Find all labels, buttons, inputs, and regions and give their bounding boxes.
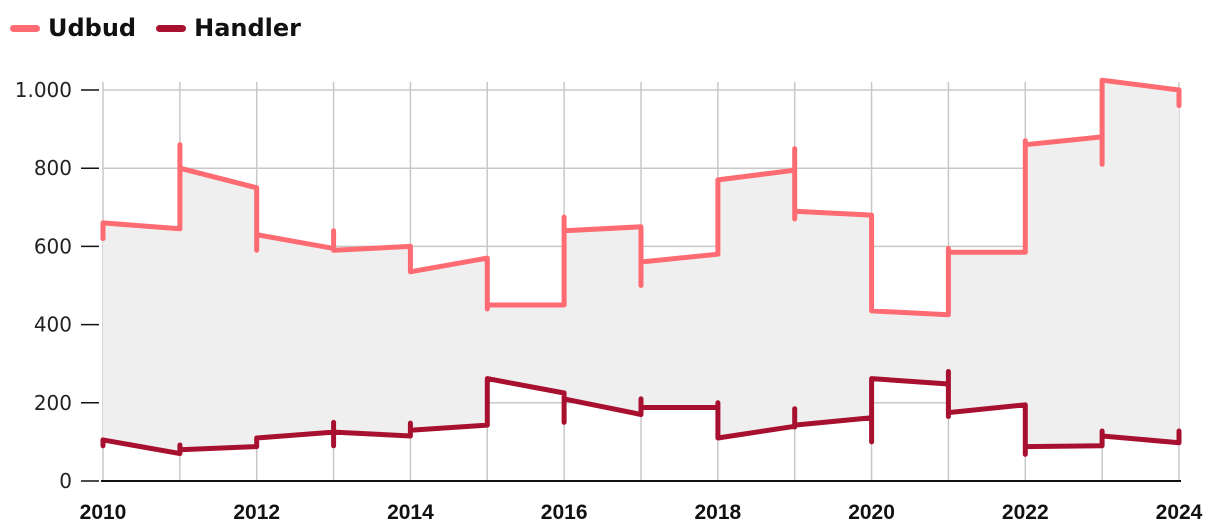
x-tick-label-2014: 2014: [387, 501, 434, 524]
x-tick-label-2010: 2010: [80, 501, 127, 524]
legend: Udbud Handler: [10, 14, 301, 42]
legend-label-handler: Handler: [194, 14, 302, 42]
legend-item-udbud: Udbud: [10, 14, 136, 42]
legend-item-handler: Handler: [156, 14, 301, 42]
x-tick-label-2016: 2016: [541, 501, 588, 524]
legend-swatch-handler: [156, 24, 187, 32]
x-tick-label-2018: 2018: [694, 501, 741, 524]
y-tick-label-1000: 1.000: [15, 78, 72, 102]
y-axis-ticks: 0 200 400 600 800 1.000: [15, 78, 99, 493]
y-tick-label-200: 200: [34, 391, 72, 415]
x-tick-label-2020: 2020: [848, 501, 895, 524]
y-tick-label-600: 600: [34, 234, 72, 258]
series-lines: [100, 77, 1182, 457]
x-axis-ticks: 2010 2012 2014 2016 2018 2020 2022 2024: [80, 501, 1203, 524]
legend-swatch-udbud: [10, 24, 40, 32]
y-tick-label-0: 0: [59, 469, 72, 493]
x-tick-label-2022: 2022: [1002, 501, 1049, 524]
x-tick-label-2024: 2024: [1156, 501, 1203, 524]
x-tick-label-2012: 2012: [233, 501, 280, 524]
y-tick-label-800: 800: [34, 156, 72, 180]
series-line-udbud: [100, 77, 1182, 318]
legend-label-udbud: Udbud: [48, 14, 137, 42]
series-line-handler: [100, 369, 1182, 457]
y-tick-label-400: 400: [34, 313, 72, 337]
